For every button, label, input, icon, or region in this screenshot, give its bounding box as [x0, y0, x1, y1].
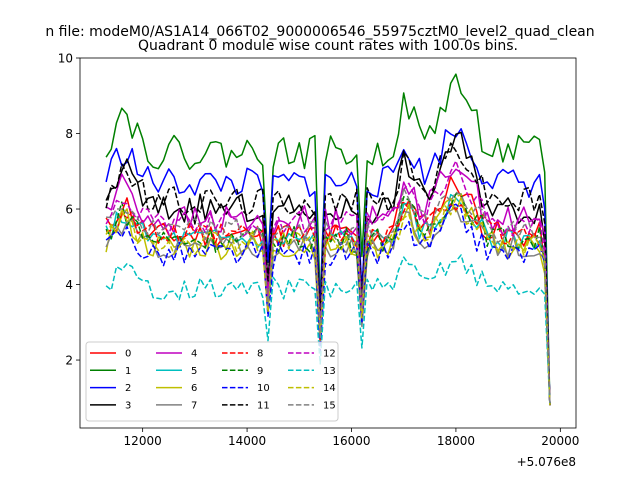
legend-label-12: 12 — [323, 349, 336, 360]
plot-frame — [79, 57, 577, 429]
legend-label-0: 0 — [125, 349, 131, 360]
legend-label-4: 4 — [191, 349, 197, 360]
series-line-12 — [105, 160, 551, 406]
legend-label-2: 2 — [125, 383, 131, 394]
legend-label-15: 15 — [323, 400, 336, 411]
legend-label-3: 3 — [125, 400, 131, 411]
x-tick-label: 12000 — [124, 434, 162, 448]
legend-label-8: 8 — [257, 349, 263, 360]
legend-box — [85, 341, 339, 422]
series-line-15 — [106, 187, 551, 406]
legend-label-10: 10 — [257, 383, 270, 394]
legend-label-14: 14 — [323, 383, 336, 394]
series-line-9 — [105, 193, 551, 406]
series-line-14 — [105, 193, 551, 406]
chart-title: Quadrant 0 module wise count rates with … — [138, 38, 518, 54]
series-layer — [105, 73, 551, 406]
legend-label-5: 5 — [191, 366, 197, 377]
legend-label-9: 9 — [257, 366, 263, 377]
series-line-1 — [105, 73, 551, 406]
x-tick-label: 14000 — [228, 434, 266, 448]
legend-label-11: 11 — [257, 400, 270, 411]
legend-label-6: 6 — [191, 383, 197, 394]
x-offset-label: +5.076e8 — [517, 455, 576, 469]
y-tick-label: 4 — [65, 278, 73, 292]
series-line-3 — [105, 131, 551, 406]
series-line-11 — [105, 142, 551, 406]
x-tick-label: 20000 — [541, 434, 579, 448]
series-line-2 — [105, 128, 551, 406]
y-tick-label: 2 — [65, 354, 73, 368]
legend-label-7: 7 — [191, 400, 197, 411]
figure-suptitle: n file: modeM0/AS1A14_066T02_9000006546_… — [45, 24, 594, 40]
series-line-8 — [105, 199, 551, 406]
x-tick-label: 16000 — [332, 434, 370, 448]
series-line-13 — [105, 254, 551, 406]
y-tick-label: 10 — [58, 52, 73, 66]
x-tick-label: 18000 — [437, 434, 475, 448]
y-axis-ticks: 2 4 6 8 10 — [58, 52, 80, 368]
y-tick-label: 6 — [65, 203, 73, 217]
legend-label-13: 13 — [323, 366, 336, 377]
y-tick-label: 8 — [65, 127, 73, 141]
legend-label-1: 1 — [125, 366, 131, 377]
x-axis-ticks: 12000 14000 16000 18000 20000 — [124, 428, 579, 448]
